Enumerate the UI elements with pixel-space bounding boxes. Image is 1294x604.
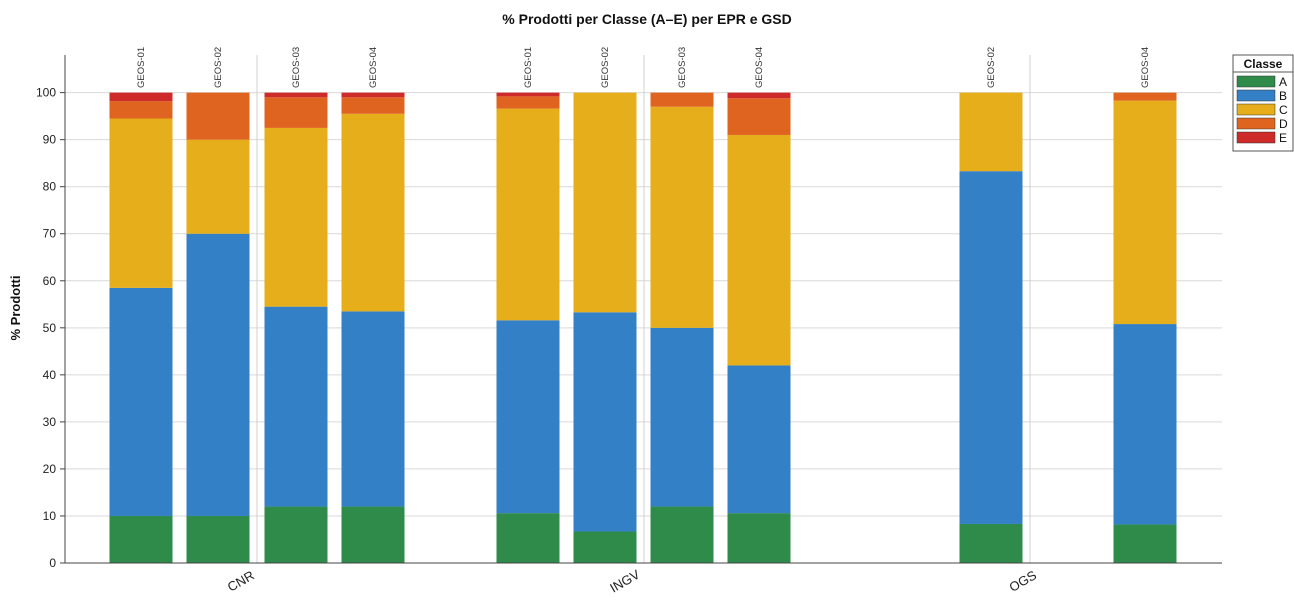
y-tick-label-80: 80 (43, 180, 57, 194)
bar-ingv-geos-01-class-d (496, 96, 560, 109)
bar-cnr-geos-01-class-d (109, 101, 173, 119)
bar-cnr-geos-02-class-c (186, 139, 250, 234)
bar-ingv-geos-03-class-a (650, 506, 714, 563)
bar-ingv-geos-04-class-c (727, 134, 791, 366)
gsd-label-ingv-geos-01: GEOS-01 (523, 47, 534, 88)
bar-cnr-geos-03-class-b (264, 306, 328, 507)
bar-cnr-geos-03-class-e (264, 92, 328, 98)
bar-ingv-geos-03-class-d (650, 92, 714, 107)
gsd-label-ingv-geos-04: GEOS-04 (754, 47, 765, 88)
y-tick-label-50: 50 (43, 321, 57, 335)
bar-ingv-geos-01-class-c (496, 108, 560, 321)
bar-cnr-geos-03-class-c (264, 127, 328, 307)
legend-label-e: E (1279, 131, 1287, 145)
bar-cnr-geos-01-class-b (109, 287, 173, 516)
bar-cnr-geos-01-class-e (109, 92, 173, 102)
bar-ogs-geos-04-class-a (1113, 524, 1177, 563)
legend-title: Classe (1244, 57, 1283, 71)
y-tick-label-20: 20 (43, 462, 57, 476)
legend-label-c: C (1279, 103, 1288, 117)
gsd-label-cnr-geos-03: GEOS-03 (291, 47, 302, 88)
bar-cnr-geos-02-class-a (186, 515, 250, 563)
y-tick-label-40: 40 (43, 368, 57, 382)
bar-cnr-geos-03-class-d (264, 97, 328, 128)
bar-ingv-geos-04-class-a (727, 513, 791, 563)
bar-cnr-geos-04-class-b (341, 311, 405, 507)
y-tick-label-0: 0 (49, 556, 56, 570)
bar-cnr-geos-03-class-a (264, 506, 328, 563)
bar-cnr-geos-02-class-d (186, 92, 250, 140)
bar-cnr-geos-04-class-e (341, 92, 405, 98)
gsd-label-cnr-geos-04: GEOS-04 (368, 47, 379, 88)
y-tick-label-10: 10 (43, 509, 57, 523)
bar-ogs-geos-04-class-c (1113, 100, 1177, 325)
bar-cnr-geos-01-class-c (109, 118, 173, 288)
bar-cnr-geos-04-class-a (341, 506, 405, 563)
chart-title: % Prodotti per Classe (A–E) per EPR e GS… (502, 11, 791, 27)
bar-ogs-geos-04-class-b (1113, 324, 1177, 525)
legend-swatch-a (1236, 75, 1276, 88)
bars-layer (109, 92, 1177, 563)
bar-cnr-geos-02-class-b (186, 233, 250, 516)
x-group-label-cnr: CNR (225, 568, 257, 595)
grid-lines (65, 55, 1222, 564)
bar-ingv-geos-03-class-c (650, 106, 714, 328)
axes-layer: 0 10 20 30 40 50 60 70 80 90 100 GEOS-01 GEOS-02 GEOS… (36, 47, 1222, 596)
y-tick-label-60: 60 (43, 274, 57, 288)
bar-cnr-geos-04-class-c (341, 113, 405, 312)
legend-swatch-c (1236, 103, 1276, 116)
bar-ingv-geos-01-class-b (496, 320, 560, 514)
bar-ingv-geos-02-class-c (573, 92, 637, 313)
gsd-label-ogs-geos-02: GEOS-02 (986, 47, 997, 88)
legend-swatch-d (1236, 117, 1276, 130)
legend-swatch-b (1236, 89, 1276, 102)
bar-ingv-geos-04-class-b (727, 365, 791, 514)
gsd-label-cnr-geos-02: GEOS-02 (213, 47, 224, 88)
y-axis-label: % Prodotti (8, 276, 23, 341)
y-tick-label-30: 30 (43, 415, 57, 429)
bar-ogs-geos-02-class-b (959, 171, 1023, 524)
bar-ingv-geos-02-class-a (573, 531, 637, 563)
legend-label-d: D (1279, 117, 1288, 131)
bar-ingv-geos-04-class-e (727, 92, 791, 99)
y-tick-label-100: 100 (36, 86, 56, 100)
bar-ingv-geos-04-class-d (727, 98, 791, 135)
legend-label-b: B (1279, 89, 1287, 103)
legend-label-a: A (1279, 75, 1287, 89)
bar-ingv-geos-03-class-b (650, 327, 714, 507)
bar-ingv-geos-01-class-a (496, 513, 560, 563)
bar-ogs-geos-02-class-a (959, 523, 1023, 563)
bar-ingv-geos-01-class-e (496, 92, 560, 97)
gsd-label-cnr-geos-01: GEOS-01 (136, 47, 147, 88)
y-tick-label-70: 70 (43, 227, 57, 241)
bar-ingv-geos-02-class-b (573, 312, 637, 532)
x-group-label-ogs: OGS (1006, 567, 1039, 595)
x-group-label-ingv: INGV (607, 567, 642, 596)
gsd-label-ingv-geos-03: GEOS-03 (677, 47, 688, 88)
bar-ogs-geos-02-class-c (959, 92, 1023, 172)
bar-ogs-geos-04-class-d (1113, 92, 1177, 101)
bar-cnr-geos-04-class-d (341, 97, 405, 114)
bar-cnr-geos-01-class-a (109, 515, 173, 563)
legend-swatch-e (1236, 131, 1276, 144)
gsd-label-ogs-geos-04: GEOS-04 (1140, 47, 1151, 88)
gsd-label-ingv-geos-02: GEOS-02 (600, 47, 611, 88)
y-tick-label-90: 90 (43, 133, 57, 147)
